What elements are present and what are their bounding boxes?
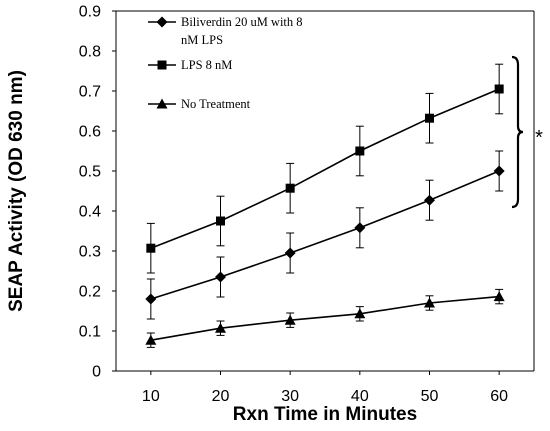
data-point bbox=[493, 165, 505, 177]
series-line bbox=[150, 170, 500, 300]
data-point bbox=[216, 216, 225, 226]
y-tick-label: 0.2 bbox=[79, 284, 101, 301]
significance-annotation: * bbox=[511, 55, 543, 209]
y-tick-label: 0.9 bbox=[79, 4, 101, 21]
legend-label: LPS 8 nM bbox=[181, 58, 232, 72]
series-line bbox=[150, 295, 500, 341]
series-square bbox=[146, 63, 504, 274]
data-point bbox=[145, 334, 157, 345]
data-point bbox=[424, 194, 435, 206]
significance-asterisk: * bbox=[535, 127, 543, 149]
series-triangle bbox=[145, 288, 505, 348]
x-axis-title: Rxn Time in Minutes bbox=[233, 404, 417, 425]
y-tick-label: 0.6 bbox=[79, 124, 101, 141]
legend-marker bbox=[156, 98, 168, 109]
data-point bbox=[285, 183, 295, 193]
data-point bbox=[284, 247, 296, 259]
x-tick-label: 50 bbox=[421, 388, 439, 405]
data-point bbox=[355, 146, 365, 156]
legend-marker bbox=[156, 16, 168, 28]
x-tick-label: 10 bbox=[142, 388, 160, 405]
data-point bbox=[354, 222, 366, 234]
x-tick-label: 20 bbox=[212, 388, 230, 405]
tick-labels: 0 0.1 0.2 0.3 0.4 0.5 0.6 0.7 0.8 0.9 10 20 30 40 50 60 bbox=[79, 4, 508, 406]
series-diamond bbox=[145, 150, 505, 320]
data-point bbox=[494, 84, 504, 94]
data-point bbox=[146, 243, 156, 253]
legend-marker bbox=[157, 60, 167, 70]
data-point bbox=[493, 291, 505, 302]
y-tick-label: 0.8 bbox=[79, 44, 101, 61]
x-tick-label: 40 bbox=[351, 388, 369, 405]
x-tick-label: 30 bbox=[281, 388, 299, 405]
y-tick-label: 0.1 bbox=[79, 324, 101, 341]
data-point bbox=[424, 297, 435, 308]
legend: Biliverdin 20 uM with 8 nM LPS LPS 8 nM No … bbox=[148, 15, 303, 111]
significance-bracket bbox=[511, 55, 524, 209]
series-line bbox=[150, 88, 500, 249]
data-point bbox=[215, 322, 226, 333]
y-axis-title: SEAP Activity (OD 630 nm) bbox=[6, 70, 27, 312]
y-tick-label: 0.3 bbox=[79, 244, 101, 261]
data-point bbox=[425, 113, 434, 123]
data-point bbox=[354, 308, 366, 319]
data-point bbox=[215, 271, 226, 283]
y-tick-label: 0.7 bbox=[79, 84, 101, 101]
series-layer bbox=[145, 63, 505, 348]
x-tick-label: 60 bbox=[490, 388, 508, 405]
data-point bbox=[145, 293, 157, 305]
y-tick-label: 0.4 bbox=[79, 204, 101, 221]
legend-label: Biliverdin 20 uM with 8 bbox=[181, 15, 303, 29]
legend-label: nM LPS bbox=[181, 33, 223, 47]
legend-label: No Treatment bbox=[181, 97, 251, 111]
y-tick-label: 0.5 bbox=[79, 164, 101, 181]
axes bbox=[112, 10, 535, 375]
y-tick-label: 0 bbox=[92, 364, 101, 381]
data-point bbox=[284, 314, 296, 325]
